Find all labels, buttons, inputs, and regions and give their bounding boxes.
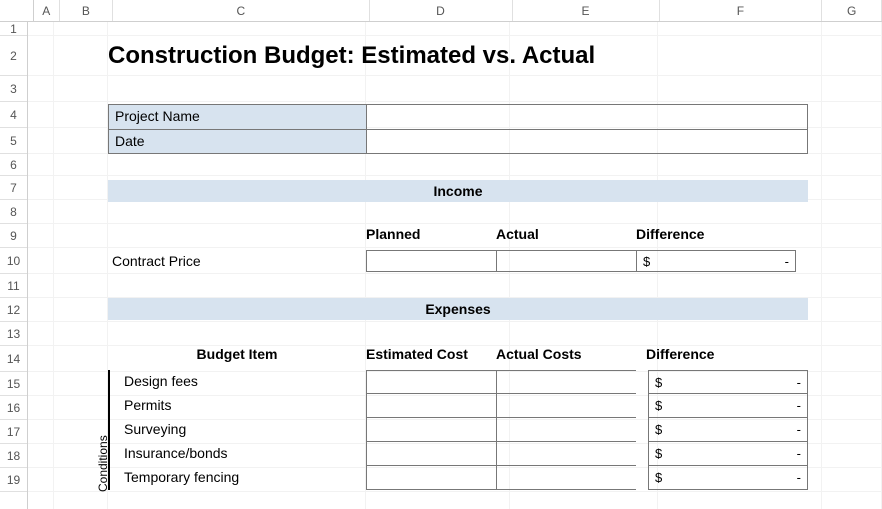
row-header-18[interactable]: 18 [0, 444, 27, 468]
spreadsheet: ABCDEFG 12345678910111213141516171819 Co… [0, 0, 882, 509]
income-header-diff: Difference [636, 226, 796, 242]
diff-value: - [797, 398, 801, 413]
section-income-bar: Income [108, 180, 808, 202]
expense-diff-cell: $- [648, 394, 808, 418]
row-header-5[interactable]: 5 [0, 128, 27, 154]
grid-area[interactable]: Construction Budget: Estimated vs. Actua… [28, 22, 882, 509]
row-headers: 12345678910111213141516171819 [0, 22, 28, 509]
project-name-label: Project Name [109, 105, 367, 129]
expense-item-name: Permits [120, 394, 366, 418]
expense-diff-cell: $- [648, 418, 808, 442]
expense-est-cell[interactable] [366, 394, 496, 418]
diff-currency: $ [655, 470, 662, 485]
category-bar [108, 466, 120, 490]
page-title: Construction Budget: Estimated vs. Actua… [108, 42, 595, 70]
expense-header-item: Budget Item [108, 346, 366, 362]
expense-row: Temporary fencing$- [108, 466, 808, 490]
diff-value: - [797, 422, 801, 437]
expense-act-cell[interactable] [496, 370, 636, 394]
row-header-1[interactable]: 1 [0, 22, 27, 36]
column-header-D[interactable]: D [370, 0, 513, 21]
diff-currency: $ [643, 254, 650, 269]
row-header-12[interactable]: 12 [0, 298, 27, 322]
expense-est-cell[interactable] [366, 466, 496, 490]
contract-price-planned-cell[interactable] [366, 250, 496, 272]
diff-value: - [797, 375, 801, 390]
column-header-F[interactable]: F [660, 0, 823, 21]
expense-item-name: Surveying [120, 418, 366, 442]
expense-item-name: Design fees [120, 370, 366, 394]
expense-body: Design fees$-Permits$-Surveying$-Insuran… [108, 370, 808, 490]
income-header-actual: Actual [496, 226, 636, 242]
category-bar [108, 442, 120, 466]
expense-act-cell[interactable] [496, 418, 636, 442]
row-header-3[interactable]: 3 [0, 76, 27, 102]
expense-item-name: Insurance/bonds [120, 442, 366, 466]
category-bar [108, 370, 120, 394]
expense-act-cell[interactable] [496, 466, 636, 490]
diff-currency: $ [655, 422, 662, 437]
contract-price-actual-cell[interactable] [496, 250, 636, 272]
expense-est-cell[interactable] [366, 418, 496, 442]
expense-row: Insurance/bonds$- [108, 442, 808, 466]
row-header-10[interactable]: 10 [0, 248, 27, 274]
expense-row: Design fees$- [108, 370, 808, 394]
diff-value: - [797, 446, 801, 461]
category-bar [108, 394, 120, 418]
expense-header-act: Actual Costs [496, 346, 646, 362]
diff-currency: $ [655, 446, 662, 461]
expense-act-cell[interactable] [496, 394, 636, 418]
diff-currency: $ [655, 375, 662, 390]
date-cell[interactable] [367, 130, 807, 153]
expense-row: Permits$- [108, 394, 808, 418]
expense-est-cell[interactable] [366, 442, 496, 466]
row-header-7[interactable]: 7 [0, 176, 27, 200]
category-bar [108, 418, 120, 442]
income-header-planned: Planned [366, 226, 496, 242]
column-header-E[interactable]: E [513, 0, 660, 21]
row-header-4[interactable]: 4 [0, 102, 27, 128]
project-meta-box: Project Name Date [108, 104, 808, 154]
expense-header-diff: Difference [646, 346, 806, 362]
row-header-6[interactable]: 6 [0, 154, 27, 176]
contract-price-diff-cell: $ - [636, 250, 796, 272]
row-header-13[interactable]: 13 [0, 322, 27, 346]
expense-diff-cell: $- [648, 370, 808, 394]
row-header-2[interactable]: 2 [0, 36, 27, 76]
expense-act-cell[interactable] [496, 442, 636, 466]
date-label: Date [109, 130, 367, 153]
diff-value: - [785, 254, 789, 269]
row-header-16[interactable]: 16 [0, 396, 27, 420]
project-name-cell[interactable] [367, 105, 807, 129]
expense-item-name: Temporary fencing [120, 466, 366, 490]
sheet-content: Construction Budget: Estimated vs. Actua… [28, 22, 882, 509]
expense-est-cell[interactable] [366, 370, 496, 394]
row-header-11[interactable]: 11 [0, 274, 27, 298]
row-header-15[interactable]: 15 [0, 372, 27, 396]
row-header-9[interactable]: 9 [0, 224, 27, 248]
row-header-19[interactable]: 19 [0, 468, 27, 492]
expense-row: Surveying$- [108, 418, 808, 442]
expense-header-est: Estimated Cost [366, 346, 496, 362]
column-header-C[interactable]: C [113, 0, 369, 21]
diff-value: - [797, 470, 801, 485]
row-header-14[interactable]: 14 [0, 346, 27, 372]
column-header-A[interactable]: A [34, 0, 60, 21]
expense-diff-cell: $- [648, 466, 808, 490]
contract-price-label: Contract Price [108, 253, 366, 269]
expense-diff-cell: $- [648, 442, 808, 466]
column-header-G[interactable]: G [822, 0, 882, 21]
row-header-17[interactable]: 17 [0, 420, 27, 444]
column-headers: ABCDEFG [0, 0, 882, 22]
select-all-corner[interactable] [0, 0, 34, 21]
column-header-B[interactable]: B [60, 0, 114, 21]
row-header-8[interactable]: 8 [0, 200, 27, 224]
section-expenses-bar: Expenses [108, 298, 808, 320]
diff-currency: $ [655, 398, 662, 413]
